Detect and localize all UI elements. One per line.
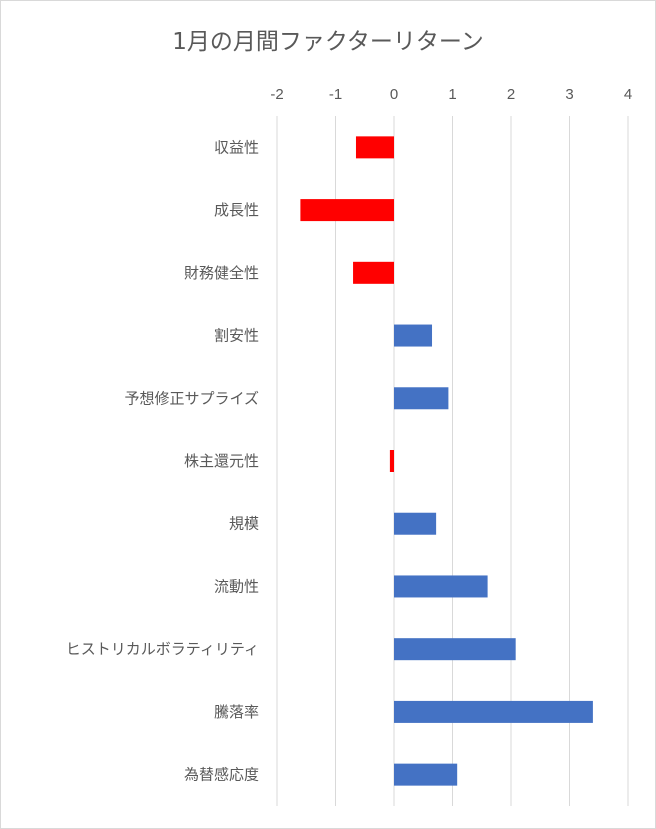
bar: [394, 700, 593, 723]
bar: [394, 512, 437, 535]
bar: [300, 199, 394, 222]
category-label: 規模: [229, 515, 259, 533]
chart-title: 1月の月間ファクターリターン: [172, 29, 484, 55]
x-tick-label: -1: [329, 86, 342, 103]
x-tick-label: 1: [448, 86, 456, 103]
category-label: 株主還元性: [184, 452, 259, 470]
bar: [394, 638, 516, 661]
category-label: 流動性: [214, 577, 259, 595]
x-tick-label: 0: [390, 86, 398, 103]
bar: [355, 136, 394, 159]
bar: [394, 324, 433, 347]
bar: [353, 261, 394, 284]
x-tick-label: 3: [565, 86, 573, 103]
bar: [389, 450, 394, 472]
category-label: 為替感応度: [184, 766, 259, 784]
category-label: ヒストリカルボラティリティ: [66, 640, 259, 658]
x-tick-label: 4: [624, 86, 632, 103]
category-label: 予想修正サプライズ: [124, 389, 259, 407]
category-label: 騰落率: [214, 703, 259, 721]
category-label: 財務健全性: [184, 264, 259, 282]
bar: [394, 387, 449, 410]
category-label: 収益性: [214, 138, 259, 156]
x-tick-label: 2: [507, 86, 515, 103]
bar: [394, 763, 458, 786]
x-tick-label: -2: [270, 86, 283, 103]
category-label: 割安性: [214, 327, 259, 345]
bar: [394, 575, 488, 598]
category-label: 成長性: [214, 201, 259, 219]
